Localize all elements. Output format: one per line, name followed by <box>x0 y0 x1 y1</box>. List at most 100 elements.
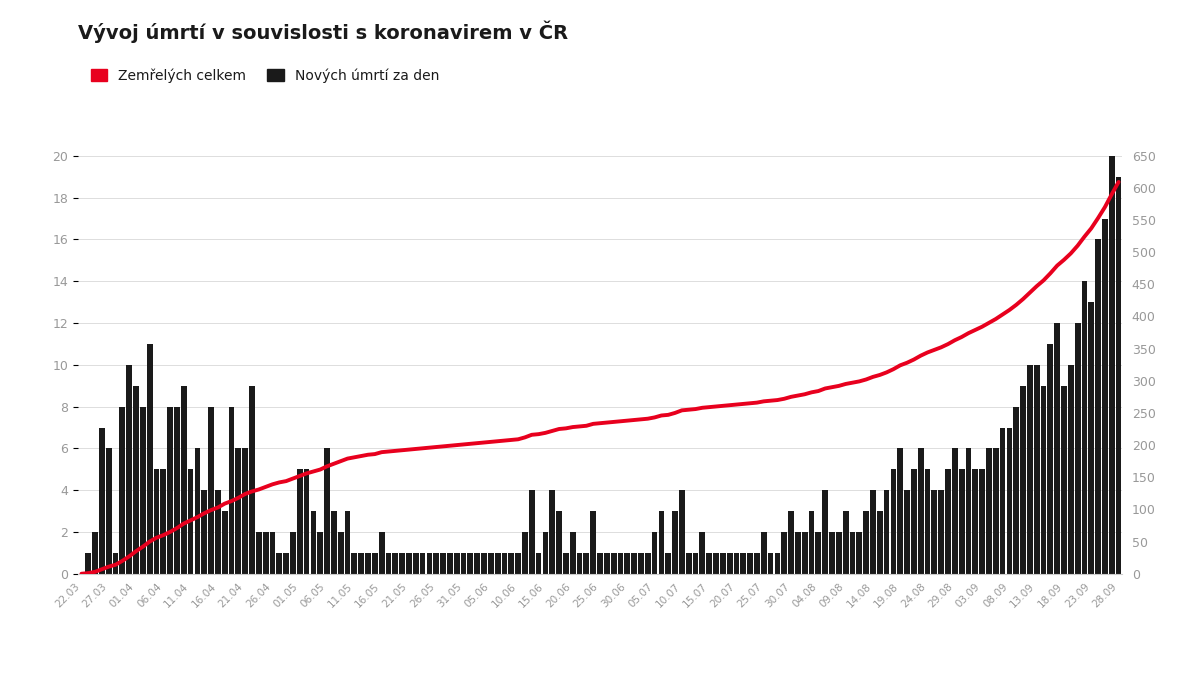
Bar <box>454 553 460 574</box>
Bar <box>713 553 719 574</box>
Bar <box>563 553 569 574</box>
Bar <box>618 553 623 574</box>
Bar <box>672 511 678 574</box>
Bar <box>898 448 904 574</box>
Bar <box>761 532 767 574</box>
Bar <box>187 469 193 574</box>
Bar <box>133 385 139 574</box>
Bar <box>208 406 214 574</box>
Bar <box>276 553 282 574</box>
Bar <box>529 490 535 574</box>
Bar <box>740 553 746 574</box>
Bar <box>420 553 426 574</box>
Bar <box>1075 323 1080 574</box>
Bar <box>611 553 617 574</box>
Bar <box>359 553 364 574</box>
Bar <box>829 532 835 574</box>
Bar <box>522 532 528 574</box>
Bar <box>372 553 378 574</box>
Bar <box>918 448 924 574</box>
Bar <box>509 553 514 574</box>
Bar <box>652 532 658 574</box>
Bar <box>120 406 125 574</box>
Bar <box>802 532 808 574</box>
Bar <box>352 553 358 574</box>
Bar <box>154 469 160 574</box>
Bar <box>1068 364 1074 574</box>
Bar <box>686 553 691 574</box>
Bar <box>202 490 208 574</box>
Bar <box>317 532 323 574</box>
Bar <box>167 406 173 574</box>
Bar <box>296 469 302 574</box>
Bar <box>222 511 228 574</box>
Bar <box>1034 364 1039 574</box>
Bar <box>809 511 815 574</box>
Bar <box>338 532 343 574</box>
Bar <box>727 553 732 574</box>
Bar <box>1081 281 1087 574</box>
Bar <box>290 532 296 574</box>
Bar <box>925 469 930 574</box>
Bar <box>836 532 841 574</box>
Bar <box>788 511 794 574</box>
Bar <box>781 532 787 574</box>
Bar <box>748 553 754 574</box>
Bar <box>494 553 500 574</box>
Bar <box>515 553 521 574</box>
Bar <box>229 406 234 574</box>
Bar <box>979 469 985 574</box>
Bar <box>631 553 637 574</box>
Bar <box>324 448 330 574</box>
Bar <box>966 448 971 574</box>
Bar <box>604 553 610 574</box>
Bar <box>570 532 576 574</box>
Bar <box>174 406 180 574</box>
Bar <box>644 553 650 574</box>
Text: Vývoj úmrtí v souvislosti s koronavirem v ČR: Vývoj úmrtí v souvislosti s koronavirem … <box>78 20 568 43</box>
Bar <box>215 490 221 574</box>
Bar <box>311 511 317 574</box>
Bar <box>92 532 98 574</box>
Bar <box>720 553 726 574</box>
Bar <box>577 553 582 574</box>
Bar <box>1020 385 1026 574</box>
Bar <box>1000 427 1006 574</box>
Bar <box>106 448 112 574</box>
Bar <box>1096 240 1102 574</box>
Bar <box>1040 385 1046 574</box>
Bar <box>583 553 589 574</box>
Bar <box>707 553 712 574</box>
Bar <box>146 344 152 574</box>
Bar <box>624 553 630 574</box>
Bar <box>774 553 780 574</box>
Bar <box>446 553 452 574</box>
Bar <box>181 385 187 574</box>
Bar <box>235 448 241 574</box>
Bar <box>890 469 896 574</box>
Bar <box>659 511 665 574</box>
Bar <box>283 553 289 574</box>
Bar <box>126 364 132 574</box>
Bar <box>986 448 992 574</box>
Bar <box>992 448 998 574</box>
Bar <box>692 553 698 574</box>
Bar <box>1109 156 1115 574</box>
Bar <box>822 490 828 574</box>
Bar <box>1088 302 1094 574</box>
Bar <box>850 532 856 574</box>
Bar <box>1013 406 1019 574</box>
Bar <box>250 385 254 574</box>
Bar <box>946 469 950 574</box>
Bar <box>400 553 406 574</box>
Bar <box>904 490 910 574</box>
Bar <box>1116 177 1122 574</box>
Bar <box>270 532 275 574</box>
Bar <box>344 511 350 574</box>
Bar <box>406 553 412 574</box>
Bar <box>426 553 432 574</box>
Bar <box>931 490 937 574</box>
Legend: Zemřelých celkem, Nových úmrtí za den: Zemřelých celkem, Nových úmrtí za den <box>85 63 445 88</box>
Bar <box>365 553 371 574</box>
Bar <box>440 553 446 574</box>
